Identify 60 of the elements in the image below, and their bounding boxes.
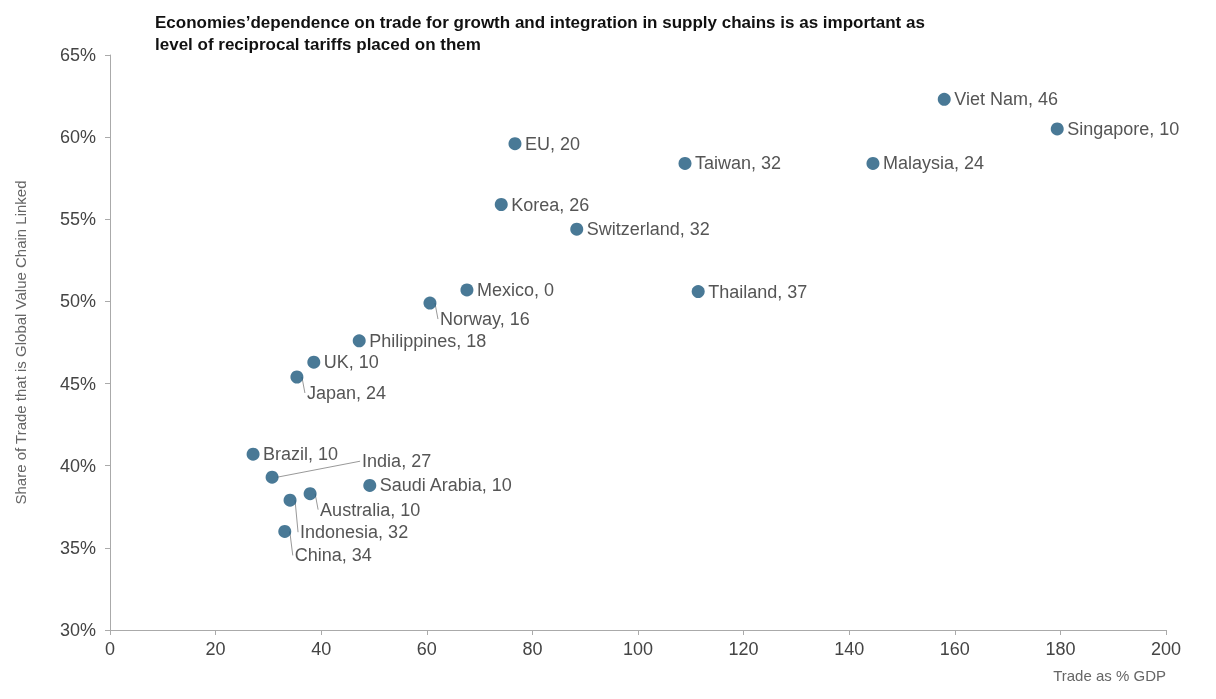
annotation: Indonesia, 32	[300, 522, 409, 543]
annotation: India, 27	[362, 451, 432, 472]
point	[290, 370, 304, 384]
x-axis-title: Trade as % GDP	[1053, 667, 1166, 684]
y-tick-label: 55%	[59, 209, 96, 230]
annotation: Japan, 24	[306, 383, 386, 403]
point	[246, 447, 260, 461]
y-tick-label: 40%	[59, 455, 96, 476]
x-tick-label: 40	[311, 639, 332, 659]
chart-title: Economies’dependence on trade for growth and integration in supply chains is as important as level of reciprocal tariffs placed on them	[155, 12, 930, 54]
point	[278, 524, 292, 538]
annotation: Saudi Arabia, 10	[379, 475, 512, 496]
annotation: Mexico, 0	[476, 279, 554, 300]
x-tick-label: 180	[1045, 639, 1076, 659]
annotation: Thailand, 37	[708, 281, 808, 302]
annotation: Taiwan, 32	[694, 153, 782, 174]
x-tick-label: 120	[728, 639, 759, 659]
point	[1050, 122, 1064, 136]
annotation: Philippines, 18	[369, 330, 487, 351]
x-tick-label: 20	[205, 639, 226, 659]
point	[283, 493, 297, 507]
y-tick-label: 50%	[59, 291, 96, 312]
point	[307, 355, 321, 369]
point	[352, 334, 366, 348]
x-tick-label: 0	[104, 639, 116, 659]
point	[508, 137, 522, 151]
annotation: China, 34	[294, 545, 372, 566]
annotation: EU, 20	[524, 133, 581, 154]
x-tick-label: 140	[834, 639, 865, 659]
y-tick-label: 30%	[59, 620, 96, 640]
y-axis-title: Share of Trade that is Global Value Chain Linked	[12, 180, 29, 505]
annotation: Switzerland, 32	[586, 219, 710, 240]
annotation: Singapore, 10	[1067, 118, 1180, 139]
point	[678, 156, 692, 170]
y-tick-label: 60%	[59, 127, 96, 148]
annotation: Norway, 16	[439, 309, 530, 330]
y-tick-label: 35%	[59, 537, 96, 558]
point	[866, 156, 880, 170]
x-tick-label: 200	[1150, 639, 1182, 659]
x-tick-label: 80	[522, 639, 543, 659]
point	[937, 92, 951, 106]
point	[363, 478, 377, 492]
point	[494, 198, 508, 211]
x-tick-label: 160	[939, 639, 970, 659]
annotation: Viet Nam, 46	[954, 89, 1058, 110]
x-tick-label: 60	[416, 639, 437, 659]
point	[570, 222, 584, 236]
point	[423, 296, 437, 310]
annotation: Malaysia, 24	[882, 153, 985, 174]
annotation: Brazil, 10	[263, 444, 339, 465]
point	[460, 283, 474, 297]
annotation: UK, 10	[323, 352, 379, 373]
point	[691, 285, 705, 299]
annotation: Korea, 26	[511, 194, 590, 215]
point	[265, 470, 279, 484]
y-tick-label: 65%	[59, 45, 96, 65]
x-tick-label: 100	[622, 639, 654, 659]
point	[303, 487, 317, 501]
annotation: Australia, 10	[320, 499, 421, 520]
y-tick-label: 45%	[59, 373, 96, 394]
